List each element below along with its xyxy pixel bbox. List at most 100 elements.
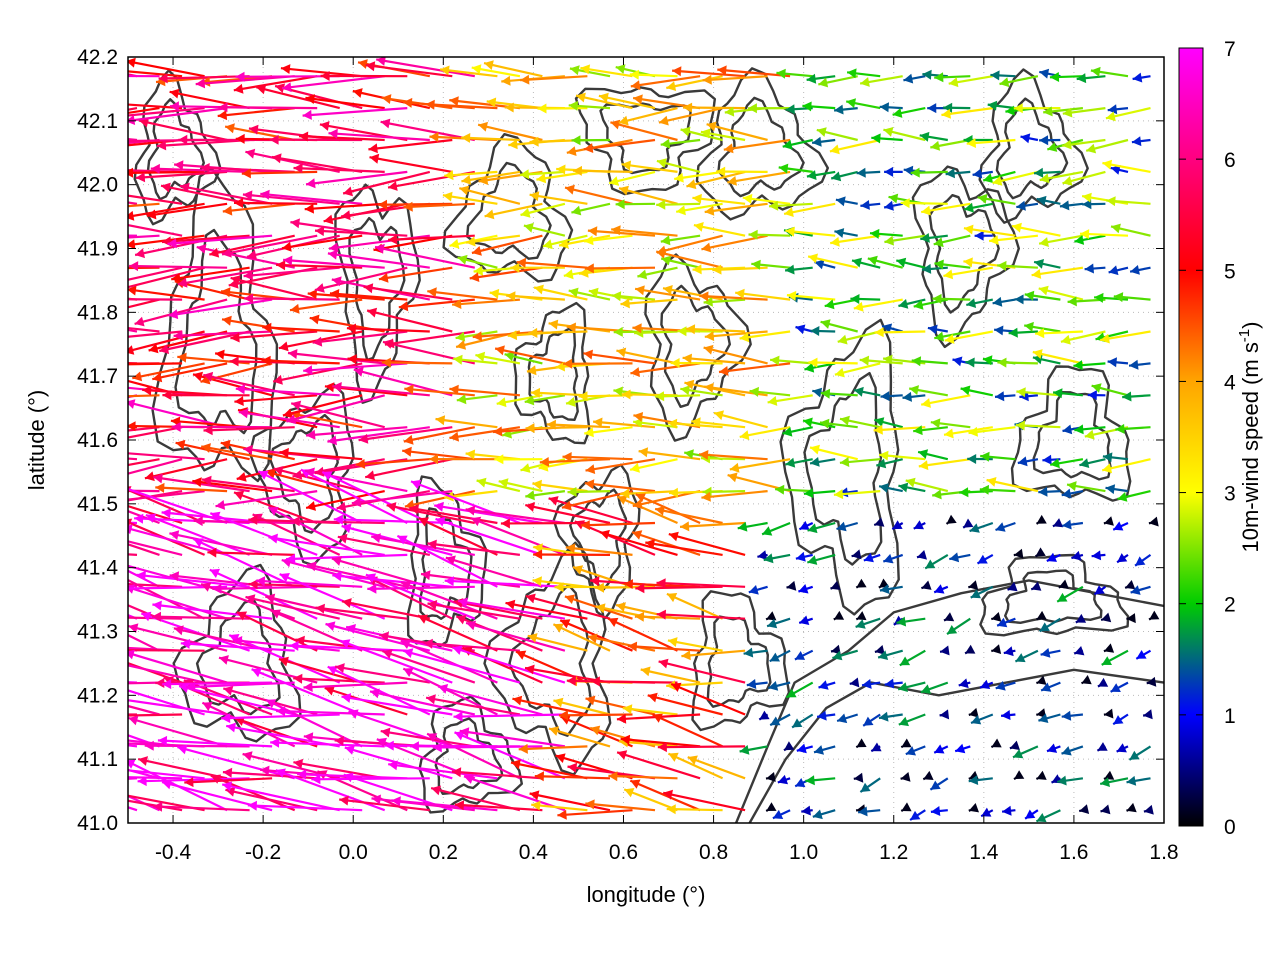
wind-arrow-head <box>680 521 690 532</box>
wind-arrow-head <box>128 345 135 355</box>
wind-arrow-shaft <box>500 521 588 525</box>
wind-arrow-head <box>255 576 266 587</box>
wind-arrow-head <box>89 214 99 224</box>
wind-arrow-head <box>529 790 540 801</box>
wind-arrow-head <box>55 708 65 718</box>
wind-arrow <box>128 553 138 556</box>
wind-arrow-shaft <box>682 106 746 110</box>
wind-arrow-shaft <box>363 285 453 301</box>
wind-arrow <box>452 645 566 684</box>
wind-arrow-head <box>444 576 454 587</box>
wind-arrow-head <box>898 299 909 309</box>
wind-arrow-shaft <box>315 606 408 620</box>
wind-arrow-head <box>832 650 843 661</box>
wind-arrow <box>333 514 453 525</box>
wind-arrow-head <box>275 768 286 778</box>
wind-arrow-head <box>668 531 679 542</box>
wind-arrow <box>1014 294 1038 305</box>
contour-line <box>418 695 523 814</box>
wind-arrow <box>782 138 813 150</box>
wind-arrow-shaft <box>530 391 588 397</box>
wind-arrow-head <box>616 347 627 358</box>
wind-arrow-shaft <box>344 746 453 780</box>
wind-arrow <box>970 713 994 725</box>
wind-arrow <box>681 649 746 661</box>
wind-arrow <box>871 133 903 144</box>
wind-arrow-head <box>524 395 535 406</box>
wind-arrow-head <box>222 767 233 778</box>
wind-arrow <box>520 74 588 85</box>
wind-arrow-head <box>200 163 210 173</box>
wind-arrow <box>512 695 588 716</box>
wind-arrow-head <box>53 182 63 192</box>
wind-arrow <box>905 477 949 493</box>
wind-arrow-shaft <box>593 420 656 429</box>
wind-arrow-shaft <box>635 585 723 590</box>
wind-arrow <box>682 102 746 113</box>
wind-arrow <box>666 804 723 815</box>
wind-arrow-head <box>388 181 398 191</box>
wind-arrow <box>672 66 746 78</box>
wind-arrow-head <box>525 664 535 675</box>
wind-arrow-head <box>171 422 181 432</box>
wind-arrow-head <box>518 743 528 754</box>
wind-arrow <box>768 681 791 691</box>
wind-arrow-head <box>833 610 845 620</box>
wind-arrow-head <box>799 520 810 530</box>
wind-arrow-head <box>727 176 737 186</box>
wind-arrow-head <box>777 774 788 785</box>
wind-arrow <box>1132 72 1151 83</box>
wind-arrow <box>739 330 791 343</box>
wind-arrow-head <box>175 439 186 450</box>
wind-arrow-head <box>173 330 183 341</box>
wind-arrow-head <box>168 309 179 320</box>
wind-arrow-head <box>150 163 160 174</box>
wind-arrow <box>471 234 543 256</box>
wind-arrow <box>255 576 363 588</box>
wind-arrow-head <box>380 118 391 129</box>
wind-arrow-head <box>1042 454 1052 465</box>
wind-arrow-head <box>510 262 520 273</box>
wind-arrow-head <box>856 167 866 178</box>
wind-arrow <box>667 752 724 780</box>
wind-arrow-head <box>30 576 40 585</box>
wind-arrow-head <box>128 623 139 634</box>
wind-arrow-head <box>995 681 1006 691</box>
wind-arrow-shaft <box>427 602 521 620</box>
wind-arrow-head <box>930 780 941 790</box>
wind-arrow <box>224 123 295 142</box>
wind-arrow-head <box>766 772 776 782</box>
wind-arrow-shaft <box>128 713 138 716</box>
wind-arrow-shaft <box>539 458 611 464</box>
wind-arrow-shaft <box>128 768 160 780</box>
wind-arrow <box>640 666 701 684</box>
wind-arrow-shaft <box>506 294 565 301</box>
wind-arrow <box>137 776 250 787</box>
wind-arrow-head <box>757 550 768 561</box>
wind-arrow <box>527 633 588 652</box>
wind-arrow <box>128 713 183 717</box>
wind-arrow <box>1110 165 1129 175</box>
wind-arrow-shaft <box>667 421 723 429</box>
wind-arrow-head <box>1076 73 1087 84</box>
wind-arrow <box>921 202 971 216</box>
wind-arrow-head <box>45 709 54 719</box>
wind-arrow <box>737 521 768 532</box>
wind-arrow-shaft <box>442 194 498 205</box>
wind-arrow-head <box>670 358 680 368</box>
wind-arrow-head <box>563 358 573 369</box>
wind-arrow <box>966 138 1016 148</box>
wind-arrow-head <box>723 143 734 154</box>
wind-arrow-head <box>283 255 293 266</box>
wind-arrow <box>128 486 206 525</box>
wind-arrow-head <box>61 485 70 495</box>
wind-arrow-head <box>1143 804 1154 815</box>
wind-arrow <box>287 349 385 365</box>
wind-arrow-head <box>858 806 868 817</box>
wind-arrow <box>177 744 295 780</box>
wind-arrow-head <box>917 550 927 560</box>
wind-arrow-head <box>457 254 468 265</box>
wind-arrow <box>128 70 183 78</box>
wind-arrow-head <box>566 146 577 156</box>
